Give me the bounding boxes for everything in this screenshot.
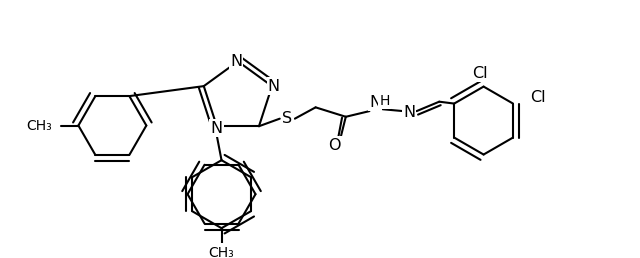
Text: N: N: [230, 54, 242, 69]
Text: N: N: [403, 104, 415, 119]
Text: CH₃: CH₃: [209, 246, 234, 258]
Text: CH₃: CH₃: [26, 118, 52, 133]
Text: S: S: [282, 111, 292, 126]
Text: N: N: [211, 120, 223, 136]
Text: H: H: [380, 94, 390, 108]
Text: N: N: [268, 79, 280, 94]
Text: O: O: [328, 138, 340, 152]
Text: Cl: Cl: [530, 90, 546, 106]
Text: N: N: [369, 95, 381, 110]
Text: Cl: Cl: [472, 66, 488, 81]
